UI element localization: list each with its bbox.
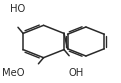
Text: MeO: MeO <box>2 68 25 78</box>
Text: OH: OH <box>68 68 84 78</box>
Text: HO: HO <box>10 4 26 14</box>
